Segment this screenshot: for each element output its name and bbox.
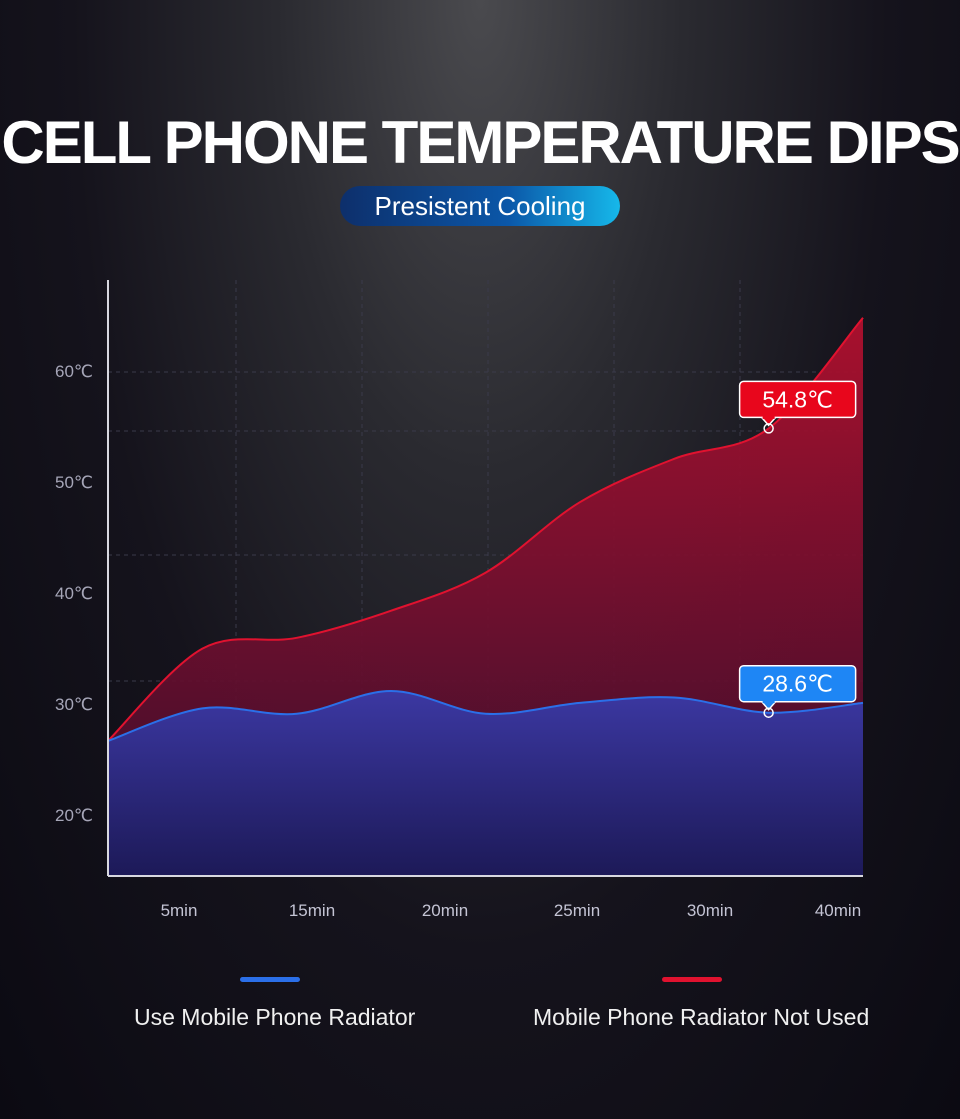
x-tick-label: 20min (422, 901, 468, 920)
legend-swatch-no-cooling (662, 977, 722, 982)
temperature-chart: 20℃ 30℃ 40℃ 50℃ 60℃ 5min 15min 20min 25min 30min… (55, 280, 864, 920)
y-axis-labels: 20℃ 30℃ 40℃ 50℃ 60℃ (55, 362, 93, 825)
x-tick-label: 5min (161, 901, 198, 920)
page-title: CELL PHONE TEMPERATURE DIPS (1, 109, 960, 176)
chart-axes (107, 280, 863, 877)
callout-box (738, 664, 857, 703)
series-radiator-area (108, 690, 863, 876)
callout-marker (763, 423, 774, 434)
series-radiator-line (107, 689, 864, 742)
callout-label: 28.6℃ (762, 671, 833, 697)
series-not-used-line (107, 317, 864, 742)
y-tick-label: 20℃ (55, 806, 93, 825)
chart-areas (107, 317, 864, 876)
y-tick-label: 30℃ (55, 695, 93, 714)
y-tick-label: 50℃ (55, 473, 93, 492)
x-tick-label: 40min (815, 901, 861, 920)
x-tick-label: 15min (289, 901, 335, 920)
callout-box (738, 380, 857, 419)
legend-label-cooling: Use Mobile Phone Radiator (134, 1004, 416, 1030)
chart-callouts: 54.8℃ 28.6℃ (738, 380, 857, 718)
callout-pointer (761, 701, 777, 711)
x-tick-label: 30min (687, 901, 733, 920)
x-tick-label: 25min (554, 901, 600, 920)
callout-pointer-mask (762, 415, 775, 419)
callout-not-used: 54.8℃ (738, 380, 857, 434)
callout-pointer (761, 416, 777, 427)
callout-marker (763, 707, 774, 718)
callout-pointer-mask (762, 700, 775, 704)
subtitle-badge: Presistent Cooling (340, 186, 620, 226)
y-tick-label: 60℃ (55, 362, 93, 381)
subtitle-badge-label: Presistent Cooling (374, 190, 586, 221)
legend-swatch-cooling (240, 977, 300, 982)
callout-label: 54.8℃ (762, 386, 833, 412)
legend-label-no-cooling: Mobile Phone Radiator Not Used (533, 1004, 870, 1030)
x-axis-labels: 5min 15min 20min 25min 30min 40min (161, 901, 862, 920)
y-tick-label: 40℃ (55, 584, 93, 603)
callout-radiator: 28.6℃ (738, 664, 857, 718)
